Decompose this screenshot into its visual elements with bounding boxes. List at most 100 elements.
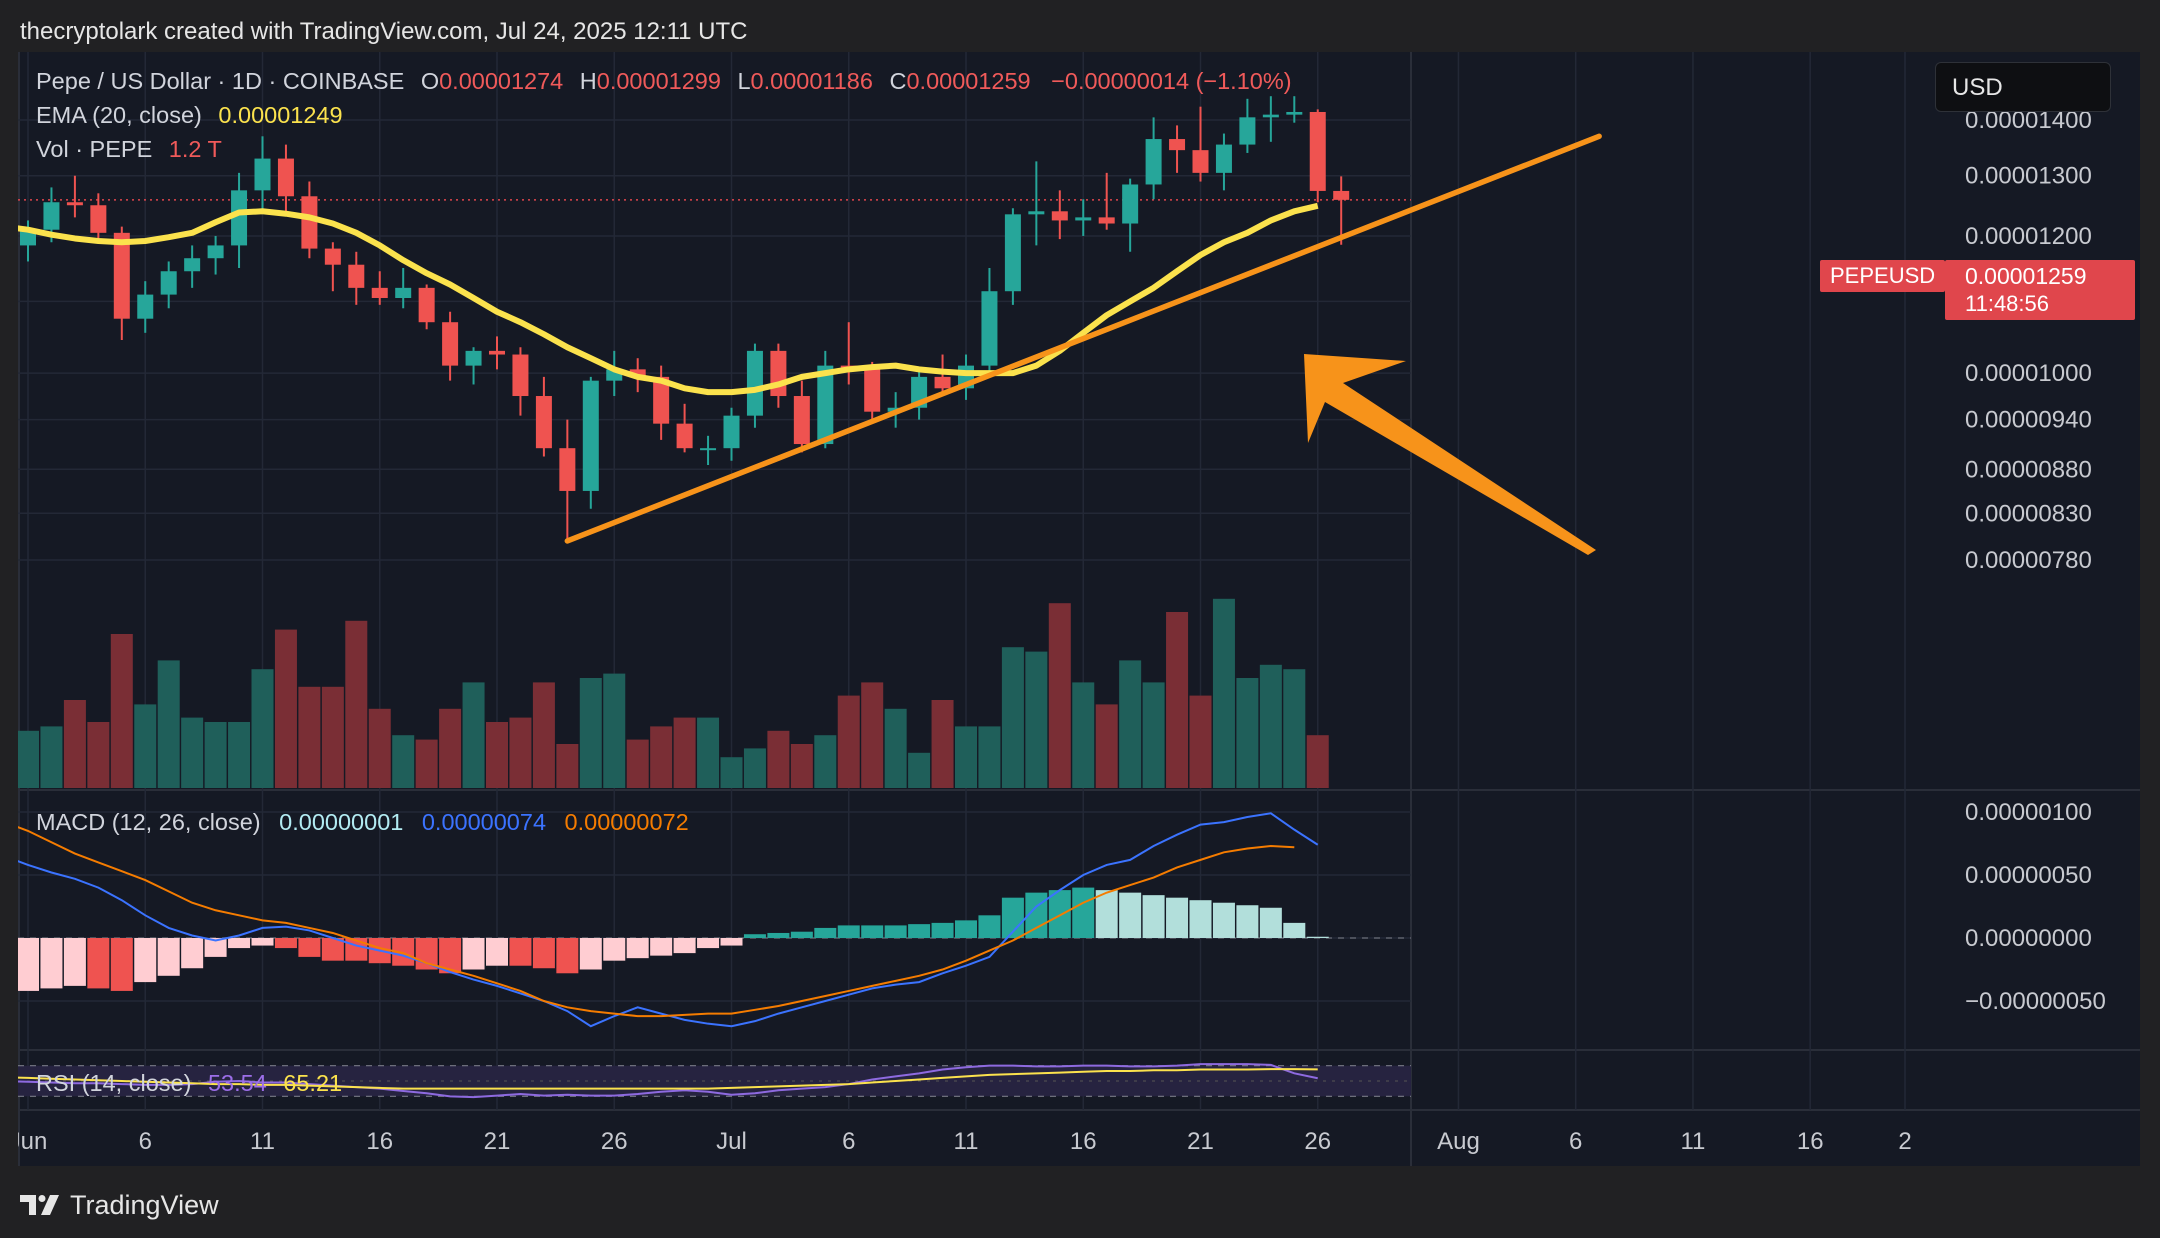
- volume-series: [18, 598, 1329, 788]
- rsi-ma-value: 65.21: [283, 1070, 343, 1096]
- time-tick-label: 26: [1304, 1128, 1331, 1155]
- candle-body: [817, 365, 834, 445]
- macd-histogram-bar: [87, 938, 110, 989]
- macd-histogram-bar: [110, 938, 133, 991]
- macd-label: MACD (12, 26, close): [36, 809, 261, 835]
- macd-line: [18, 812, 1319, 1028]
- time-tick-label: 16: [1797, 1128, 1824, 1155]
- volume-bar: [1283, 669, 1306, 788]
- macd-histogram-bar: [532, 938, 555, 969]
- volume-bar: [181, 717, 204, 788]
- footer-brand[interactable]: TradingView: [20, 1183, 219, 1227]
- macd-histogram-bar: [486, 938, 508, 966]
- ema-series: [18, 202, 1319, 396]
- tradingview-logo-icon: [20, 1195, 59, 1215]
- volume-bar: [1025, 651, 1048, 788]
- time-tick-label: 11: [1680, 1128, 1705, 1155]
- volume-bar: [345, 620, 368, 788]
- macd-histogram-bar: [908, 924, 931, 938]
- candle-body: [1004, 214, 1021, 292]
- candle-body: [301, 196, 318, 249]
- price-tick-label: 0.00000880: [1965, 456, 2092, 483]
- symbol-title: Pepe / US Dollar · 1D · COINBASE: [36, 68, 405, 94]
- candle-body: [1239, 117, 1256, 145]
- candle-body: [653, 376, 670, 424]
- currency-selector[interactable]: USD: [1935, 62, 2111, 112]
- volume-legend[interactable]: Vol · PEPE 1.2 T: [36, 136, 222, 163]
- macd-histogram-bar: [978, 915, 1001, 938]
- macd-histogram-bar: [884, 925, 907, 938]
- rsi-line: [18, 1063, 1318, 1099]
- volume-bar: [87, 722, 110, 788]
- time-tick-label: Aug: [1437, 1128, 1480, 1155]
- macd-histogram-bar: [40, 938, 63, 989]
- macd-histogram-bar: [509, 938, 532, 966]
- volume-bar: [274, 629, 297, 788]
- volume-bar: [861, 682, 884, 788]
- volume-bar: [134, 704, 157, 788]
- volume-bar: [532, 682, 555, 788]
- change-value: −0.00000014 (−1.10%): [1051, 68, 1292, 94]
- ema-legend[interactable]: EMA (20, close) 0.00001249: [36, 102, 343, 129]
- high-value: 0.00001299: [596, 68, 721, 94]
- symbol-legend[interactable]: Pepe / US Dollar · 1D · COINBASE O0.0000…: [36, 68, 1292, 95]
- macd-histogram-bar: [1236, 905, 1259, 938]
- macd-histogram-bar: [1306, 936, 1329, 938]
- volume-bar: [978, 726, 1001, 788]
- chart-canvas[interactable]: 0.000014000.000013000.000012000.00001100…: [18, 52, 2140, 1166]
- candle-body: [489, 350, 505, 355]
- candle-body: [43, 202, 60, 230]
- rsi-legend[interactable]: RSI (14, close) 53.54 65.21: [36, 1070, 342, 1097]
- volume-bar: [814, 735, 837, 788]
- volume-value: 1.2 T: [168, 136, 222, 162]
- chart-frame[interactable]: 0.000014000.000013000.000012000.00001100…: [18, 52, 2140, 1166]
- time-tick-label: 26: [601, 1128, 628, 1155]
- volume-bar: [720, 757, 743, 788]
- macd-hist-value: 0.00000001: [279, 809, 404, 835]
- candle-body: [90, 205, 107, 233]
- candle-body: [606, 369, 623, 381]
- macd-histogram-bar: [392, 938, 415, 966]
- candle-body: [1145, 139, 1162, 185]
- macd-legend[interactable]: MACD (12, 26, close) 0.00000001 0.000000…: [36, 809, 689, 836]
- candle-body: [395, 287, 412, 298]
- macd-histogram-bar: [743, 934, 766, 938]
- macd-tick-label: 0.00000050: [1965, 862, 2092, 889]
- volume-bar: [486, 722, 508, 788]
- candle-body: [465, 350, 482, 366]
- volume-bar: [650, 726, 673, 788]
- volume-label: Vol · PEPE: [36, 136, 153, 162]
- volume-bar: [18, 730, 39, 788]
- volume-bar: [1095, 704, 1118, 788]
- candle-body: [512, 354, 529, 397]
- candle-body: [20, 229, 36, 246]
- time-tick-label: 2: [1898, 1128, 1911, 1155]
- macd-histogram-bar: [1166, 897, 1189, 938]
- volume-bar: [1212, 598, 1235, 788]
- volume-bar: [63, 700, 86, 788]
- macd-histogram-bar: [931, 922, 954, 938]
- macd-histogram-bar: [837, 925, 860, 938]
- macd-histogram-bar: [63, 938, 86, 986]
- volume-bar: [40, 726, 63, 788]
- candle-body: [207, 245, 224, 259]
- macd-histogram-bar: [228, 938, 251, 949]
- rsi-ma-line: [18, 1068, 1318, 1090]
- candle-body: [793, 396, 810, 445]
- ema-line: [18, 202, 1319, 396]
- volume-bar: [228, 722, 251, 788]
- macd-histogram-bar: [955, 920, 977, 938]
- candle-body: [1075, 217, 1092, 221]
- candle-body: [535, 396, 552, 449]
- volume-bar: [439, 708, 462, 788]
- candle-body: [582, 380, 599, 491]
- candle-body: [700, 448, 717, 451]
- price-tick-label: 0.00000940: [1965, 407, 2092, 434]
- candle-series: [20, 96, 1350, 541]
- macd-line-value: 0.00000074: [421, 809, 547, 835]
- macd-pane: [18, 812, 1411, 1028]
- price-tick-label: 0.00001000: [1965, 360, 2092, 387]
- macd-histogram-bar: [1095, 890, 1118, 938]
- macd-histogram-bar: [1119, 892, 1142, 938]
- volume-bar: [157, 660, 180, 788]
